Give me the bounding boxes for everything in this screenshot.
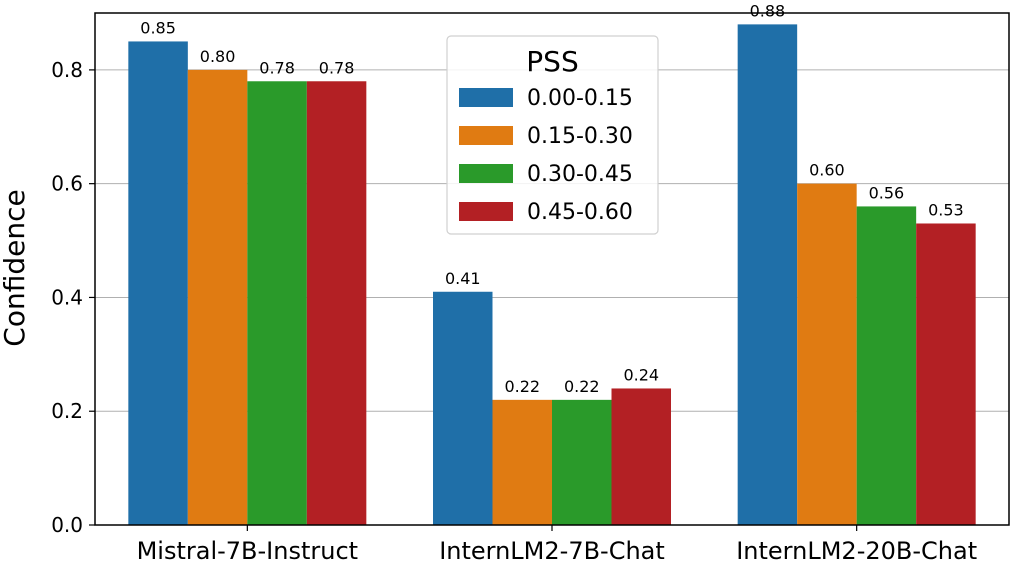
legend-label: 0.45-0.60	[527, 200, 633, 225]
bar	[552, 399, 612, 525]
y-tick-label: 0.8	[51, 58, 83, 82]
bar-value-label: 0.85	[140, 18, 176, 37]
bar-value-label: 0.80	[200, 47, 236, 66]
legend-swatch	[459, 164, 513, 183]
bar	[306, 81, 367, 526]
bar-value-label: 0.88	[750, 1, 786, 20]
x-category-label: Mistral-7B-Instruct	[137, 537, 358, 565]
bar	[856, 206, 917, 525]
y-tick-label: 0.0	[51, 513, 83, 537]
data-labels: 0.85 0.80 0.78 0.78 0.41 0.22 0.22 0.24 0.88 0.60…	[140, 1, 963, 395]
bar	[611, 388, 671, 525]
bar	[492, 399, 552, 525]
x-category-label: InternLM2-20B-Chat	[736, 537, 977, 565]
legend-swatch	[459, 202, 513, 221]
bar	[916, 223, 976, 525]
bar-value-label: 0.22	[564, 377, 600, 396]
bar	[247, 81, 307, 526]
legend-label: 0.30-0.45	[527, 162, 633, 187]
plot-frame	[94, 12, 1010, 526]
x-category-label: InternLM2-7B-Chat	[439, 537, 665, 565]
legend-swatch	[459, 88, 513, 107]
bar-value-label: 0.78	[319, 58, 355, 77]
bar-value-label: 0.41	[445, 269, 481, 288]
legend-box	[446, 35, 659, 235]
legend-label: 0.15-0.30	[527, 124, 633, 149]
bars	[128, 24, 976, 526]
bar	[128, 41, 188, 525]
bar	[187, 69, 248, 525]
bar-value-label: 0.60	[809, 161, 845, 180]
legend-label: 0.00-0.15	[527, 86, 633, 111]
bar-value-label: 0.22	[504, 377, 540, 396]
bar	[797, 183, 857, 525]
bar-value-label: 0.53	[928, 200, 964, 219]
bar-value-label: 0.78	[259, 58, 295, 77]
y-tick-label: 0.6	[51, 172, 83, 196]
bar-value-label: 0.56	[869, 183, 905, 202]
y-axis-title: Confidence	[0, 189, 31, 346]
bar	[737, 24, 798, 525]
legend-swatch	[459, 126, 513, 145]
legend: PSS 0.00-0.15 0.15-0.30 0.30-0.45 0.45-0.60	[446, 35, 659, 235]
bar	[433, 291, 493, 525]
bar-value-label: 0.24	[623, 365, 659, 384]
y-tick-label: 0.4	[51, 285, 83, 309]
legend-title: PSS	[526, 45, 578, 78]
y-tick-label: 0.2	[51, 399, 83, 423]
axes: 0.0 0.2 0.4 0.6 0.8 Mistral-7B-Instruct Intern…	[51, 12, 1010, 565]
